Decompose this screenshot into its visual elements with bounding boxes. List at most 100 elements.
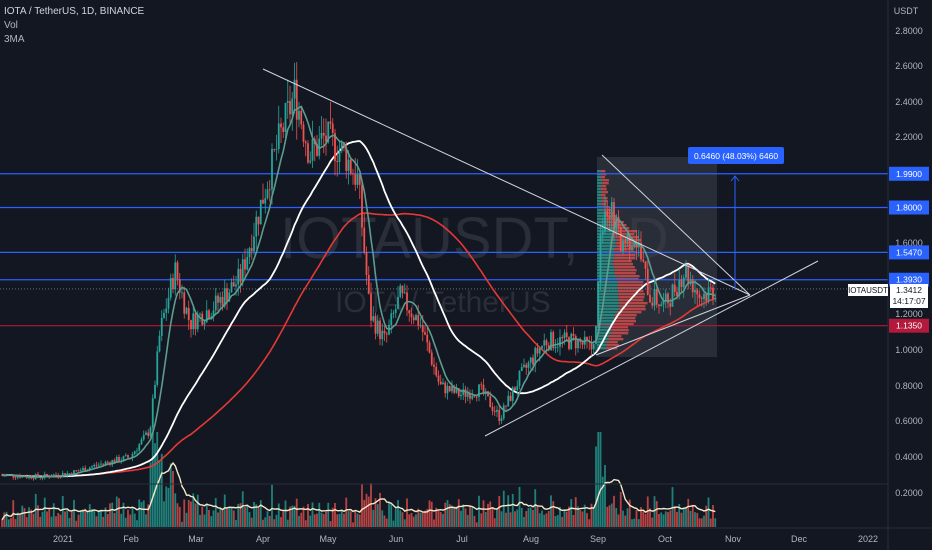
candle-body xyxy=(608,216,611,219)
profile-bar-up xyxy=(597,179,603,182)
profile-bar-down xyxy=(616,275,640,278)
profile-bar-up xyxy=(597,182,603,185)
candle-body xyxy=(325,135,327,142)
volume-bar xyxy=(208,509,210,527)
profile-bar-down xyxy=(600,176,606,179)
volume-bar xyxy=(343,513,345,527)
candle-body xyxy=(601,231,604,236)
volume-bar xyxy=(14,519,17,527)
volume-bar xyxy=(190,501,192,527)
candle-body xyxy=(383,330,386,334)
candle-body xyxy=(239,268,242,282)
volume-bar xyxy=(523,516,525,527)
lower-trend-line[interactable] xyxy=(484,260,819,437)
profile-bar-up xyxy=(597,170,601,173)
candle-body xyxy=(550,332,552,351)
volume-bar xyxy=(532,509,534,527)
profile-bar-down xyxy=(614,230,637,233)
volume-bar xyxy=(235,519,237,527)
symbol-title[interactable]: IOTA / TetherUS, 1D, BINANCE xyxy=(4,6,145,17)
volume-bar xyxy=(232,510,235,527)
candle-body xyxy=(41,477,44,479)
candle-body xyxy=(662,300,665,305)
ma-indicator-label[interactable]: 3MA xyxy=(4,34,25,45)
volume-bar xyxy=(115,496,118,527)
profile-bar-up xyxy=(597,281,618,284)
current-price-symbol: IOTAUSDT xyxy=(848,286,888,295)
candle-body xyxy=(604,211,606,232)
volume-bar xyxy=(237,503,240,527)
volume-bar xyxy=(714,518,717,527)
volume-bar xyxy=(527,508,530,527)
volume-bar xyxy=(471,507,474,527)
volume-bar xyxy=(84,508,87,527)
volume-bar xyxy=(154,443,156,527)
volume-bar xyxy=(46,511,48,527)
level-label-box xyxy=(889,200,929,215)
profile-bar-up xyxy=(597,239,617,242)
volume-bar xyxy=(401,512,404,527)
volume-bar xyxy=(392,520,395,527)
time-label: Jun xyxy=(389,534,404,544)
candle-body xyxy=(237,268,240,285)
candle-body xyxy=(136,450,138,452)
price-axis-ticks[interactable]: 2.80002.60002.40002.20002.00001.60001.20… xyxy=(895,26,923,498)
candle-body xyxy=(399,285,402,297)
measure-label: 0.6460 (48.03%) 6460 xyxy=(694,151,778,161)
volume-bar xyxy=(55,516,57,527)
candle-body xyxy=(91,466,93,468)
candle-body xyxy=(518,371,521,387)
candle-body xyxy=(100,463,102,465)
candle-body xyxy=(302,124,305,142)
volume-bar xyxy=(1,519,3,527)
profile-bar-up xyxy=(597,254,615,257)
volume-bar xyxy=(696,512,699,527)
volume-bar xyxy=(610,503,613,527)
volume-bar xyxy=(104,507,107,527)
upper-trend-line[interactable] xyxy=(262,68,751,296)
volume-bar xyxy=(293,505,296,527)
candle-body xyxy=(637,242,640,247)
volume-bar xyxy=(5,511,8,527)
candle-body xyxy=(280,123,282,128)
candle-body xyxy=(487,391,489,397)
candle-body xyxy=(610,202,613,219)
profile-bar-up xyxy=(597,302,620,305)
volume-bar xyxy=(275,514,278,527)
volume-bar xyxy=(487,503,489,527)
volume-indicator-label[interactable]: Vol xyxy=(4,20,18,31)
candle-body xyxy=(59,476,62,478)
candle-body xyxy=(536,347,539,354)
volume-bar xyxy=(451,505,453,527)
candle-body xyxy=(682,277,685,287)
candle-body xyxy=(412,317,415,321)
time-axis-labels[interactable]: 2021 Feb Mar Apr May Jun Jul Aug Sep Oct Nov Dec 202… xyxy=(53,534,878,544)
profile-bar-up xyxy=(597,194,601,197)
profile-bar-down xyxy=(614,254,636,257)
measure-tool[interactable]: 0.6460 (48.03%) 6460 xyxy=(688,147,784,290)
volume-bar xyxy=(127,509,129,527)
candle-body xyxy=(628,233,631,250)
volume-bar xyxy=(309,515,312,527)
profile-bar-up xyxy=(597,215,607,218)
volume-bar xyxy=(358,514,361,527)
volume-bar xyxy=(100,510,102,527)
candle-body xyxy=(338,150,341,162)
time-label: Mar xyxy=(188,534,204,544)
candle-body xyxy=(644,261,647,269)
volume-bar xyxy=(644,513,647,527)
volume-bar xyxy=(219,507,222,527)
candle-body xyxy=(268,189,271,191)
candle-body xyxy=(435,366,438,376)
candle-body xyxy=(163,312,165,318)
wedge-lower-line[interactable] xyxy=(595,294,751,356)
candle-body xyxy=(196,314,199,330)
candle-body xyxy=(273,148,276,150)
trend-lines[interactable] xyxy=(262,68,819,437)
wedge-upper-line[interactable] xyxy=(601,154,751,296)
volume-bar xyxy=(520,507,523,527)
profile-bar-up xyxy=(597,326,611,329)
volume-bar xyxy=(52,503,55,527)
candle-body xyxy=(343,143,345,148)
